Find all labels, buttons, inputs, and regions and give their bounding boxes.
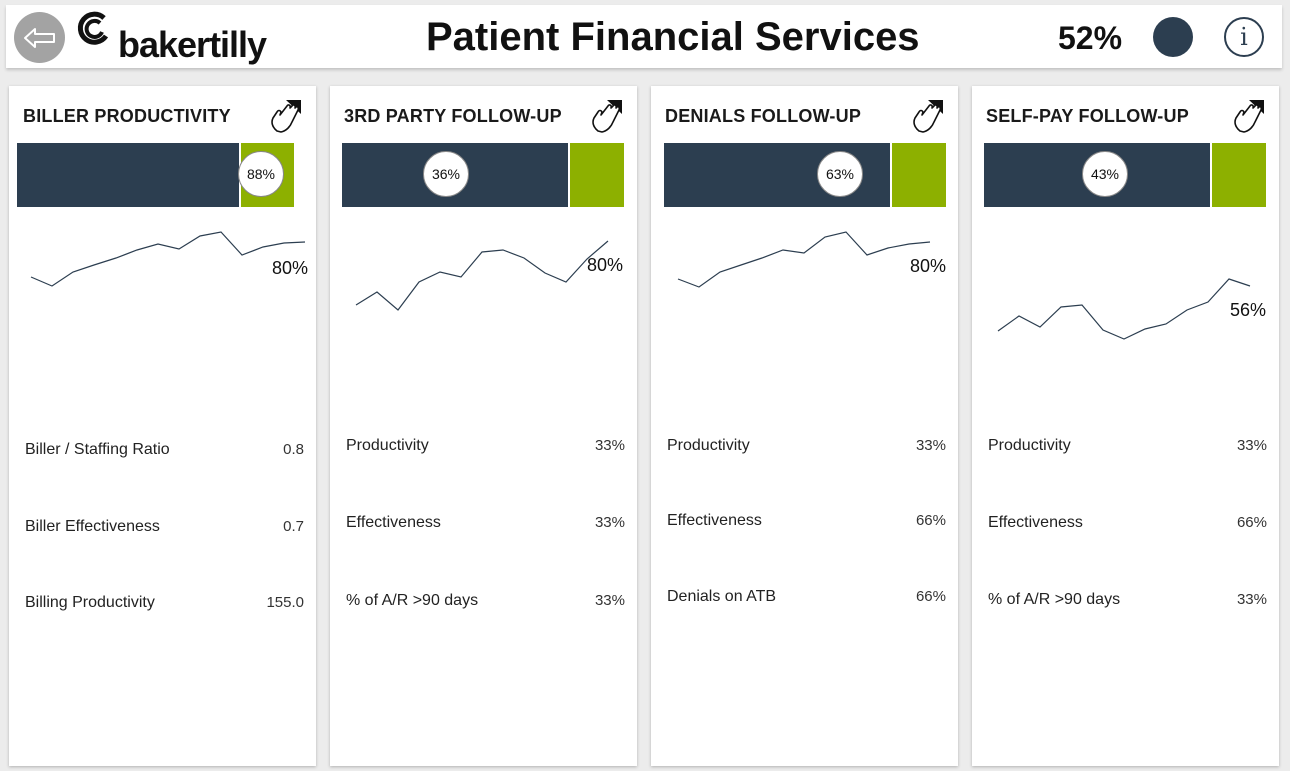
status-indicator bbox=[1153, 17, 1193, 57]
overall-percentage: 52% bbox=[1058, 20, 1123, 56]
card-title: SELF-PAY FOLLOW-UP bbox=[986, 106, 1189, 126]
progress-bar-target bbox=[570, 143, 624, 207]
progress-bar: 43% bbox=[984, 143, 1266, 207]
sparkline-path bbox=[677, 231, 931, 288]
metric-row: Effectiveness 33% bbox=[344, 514, 625, 538]
metric-value: 33% bbox=[594, 514, 625, 531]
progress-badge: 36% bbox=[423, 151, 469, 197]
metric-label: Biller Effectiveness bbox=[25, 518, 160, 535]
metric-row: Productivity 33% bbox=[665, 437, 946, 461]
metric-row: Billing Productivity 155.0 bbox=[23, 594, 304, 618]
card-title: 3RD PARTY FOLLOW-UP bbox=[344, 106, 562, 126]
metric-value: 33% bbox=[1236, 437, 1267, 454]
metric-label: % of A/R >90 days bbox=[988, 591, 1121, 608]
trend-sparkline: 80% bbox=[677, 231, 946, 288]
metric-row: Productivity 33% bbox=[986, 437, 1267, 461]
company-logo: bakertilly bbox=[74, 8, 294, 66]
card-title: BILLER PRODUCTIVITY bbox=[23, 106, 231, 126]
metric-row: Effectiveness 66% bbox=[986, 514, 1267, 538]
progress-badge: 43% bbox=[1082, 151, 1128, 197]
metric-row: Effectiveness 66% bbox=[665, 512, 946, 536]
hand-pointer-icon[interactable] bbox=[910, 98, 944, 134]
hand-pointer-icon[interactable] bbox=[589, 98, 623, 134]
progress-badge: 88% bbox=[238, 151, 284, 197]
sparkline-last-value: 80% bbox=[587, 255, 623, 275]
logo-mark-icon bbox=[77, 11, 109, 45]
hand-pointer-icon[interactable] bbox=[268, 98, 302, 134]
metric-label: Effectiveness bbox=[988, 514, 1083, 531]
metric-label: Productivity bbox=[346, 437, 429, 454]
metric-value: 66% bbox=[1236, 514, 1267, 531]
progress-badge: 63% bbox=[817, 151, 863, 197]
page-title: Patient Financial Services bbox=[426, 15, 920, 59]
sparkline-path bbox=[355, 240, 609, 311]
metric-label: Denials on ATB bbox=[667, 588, 777, 605]
metric-value: 33% bbox=[1236, 591, 1267, 608]
metric-label: Biller / Staffing Ratio bbox=[25, 441, 170, 458]
metric-row: Productivity 33% bbox=[344, 437, 625, 461]
metric-value: 33% bbox=[594, 592, 625, 609]
back-button[interactable] bbox=[14, 12, 65, 63]
trend-sparkline: 80% bbox=[30, 231, 308, 287]
metric-label: Billing Productivity bbox=[25, 594, 155, 611]
card-biller-productivity: BILLER PRODUCTIVITY 88% 80% Biller / Sta… bbox=[9, 86, 316, 766]
metric-value: 66% bbox=[915, 588, 946, 605]
progress-bar-target bbox=[1212, 143, 1266, 207]
card-denials-follow-up: DENIALS FOLLOW-UP 63% 80% Productivity 3… bbox=[651, 86, 958, 766]
sparkline-last-value: 80% bbox=[910, 256, 946, 276]
metric-label: Productivity bbox=[667, 437, 750, 454]
metric-label: Effectiveness bbox=[667, 512, 762, 529]
metric-value: 33% bbox=[594, 437, 625, 454]
metric-value: 0.8 bbox=[283, 441, 304, 458]
sparkline-path bbox=[30, 231, 306, 287]
sparkline-last-value: 80% bbox=[272, 258, 308, 278]
metric-label: Productivity bbox=[988, 437, 1071, 454]
card-self-pay-follow-up: SELF-PAY FOLLOW-UP 43% 56% Productivity … bbox=[972, 86, 1279, 766]
metric-row: Denials on ATB 66% bbox=[665, 588, 946, 612]
progress-bar: 88% bbox=[17, 143, 294, 207]
metric-value: 33% bbox=[915, 437, 946, 454]
metric-value: 155.0 bbox=[266, 594, 304, 611]
logo-text: bakertilly bbox=[118, 24, 267, 65]
metric-row: Biller Effectiveness 0.7 bbox=[23, 518, 304, 542]
metric-label: Effectiveness bbox=[346, 514, 441, 531]
metric-value: 0.7 bbox=[283, 518, 304, 535]
trend-sparkline: 80% bbox=[355, 240, 623, 311]
trend-sparkline: 56% bbox=[997, 278, 1266, 340]
metric-value: 66% bbox=[915, 512, 946, 529]
progress-bar: 63% bbox=[664, 143, 946, 207]
metric-row: Biller / Staffing Ratio 0.8 bbox=[23, 441, 304, 465]
progress-bar-fill bbox=[17, 143, 239, 207]
sparkline-last-value: 56% bbox=[1230, 300, 1266, 320]
arrow-left-icon bbox=[23, 27, 55, 48]
card-3rd-party-follow-up: 3RD PARTY FOLLOW-UP 36% 80% Productivity… bbox=[330, 86, 637, 766]
hand-pointer-icon[interactable] bbox=[1231, 98, 1265, 134]
metric-row: % of A/R >90 days 33% bbox=[986, 591, 1267, 615]
metric-row: % of A/R >90 days 33% bbox=[344, 592, 625, 616]
metric-label: % of A/R >90 days bbox=[346, 592, 479, 609]
sparkline-path bbox=[997, 278, 1251, 340]
card-title: DENIALS FOLLOW-UP bbox=[665, 106, 862, 126]
header-bar: bakertilly Patient Financial Services 52… bbox=[6, 5, 1282, 68]
progress-bar: 36% bbox=[342, 143, 624, 207]
info-button[interactable]: i bbox=[1224, 17, 1264, 57]
progress-bar-target bbox=[892, 143, 946, 207]
